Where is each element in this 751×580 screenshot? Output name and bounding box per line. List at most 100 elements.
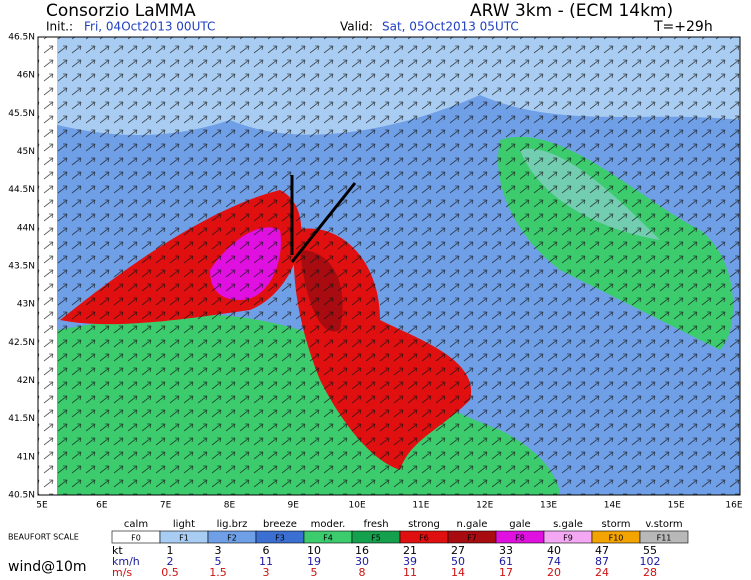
threshold: 2 (167, 555, 174, 568)
class-name: strong (408, 519, 440, 530)
class-name: gale (509, 519, 530, 530)
forecast-step: T=+29h (653, 19, 713, 35)
class-code: F5 (371, 534, 381, 543)
threshold: 3 (263, 566, 270, 579)
init-label: Init.: (46, 20, 73, 34)
threshold: 5 (215, 555, 222, 568)
x-axis-label: 9E (288, 501, 300, 511)
threshold: 50 (451, 555, 465, 568)
threshold: 1.5 (209, 566, 227, 579)
unit-label: kt (112, 544, 123, 557)
map-frame (37, 36, 741, 496)
y-axis-label: 40.5N (8, 491, 35, 501)
threshold: 3 (215, 544, 222, 557)
threshold: 33 (499, 544, 513, 557)
class-code: F2 (227, 534, 237, 543)
class-name: light (173, 519, 195, 530)
threshold: 24 (595, 566, 609, 579)
y-axis-label: 45N (17, 147, 35, 157)
x-axis-label: 6E (96, 501, 108, 511)
x-axis-label: 7E (160, 501, 172, 511)
init-value: Fri, 04Oct2013 00UTC (84, 20, 215, 34)
threshold: 14 (451, 566, 465, 579)
left-title: Consorzio LaMMA (46, 1, 196, 21)
class-name: v.storm (645, 519, 682, 530)
x-axis-label: 12E (476, 501, 493, 511)
threshold: 6 (263, 544, 270, 557)
threshold: 55 (643, 544, 657, 557)
y-axis-label: 46.5N (8, 33, 35, 43)
class-name: calm (124, 519, 148, 530)
threshold: 102 (640, 555, 661, 568)
class-code: F11 (657, 534, 672, 543)
threshold: 20 (547, 566, 561, 579)
threshold: 19 (307, 555, 321, 568)
threshold: 27 (451, 544, 465, 557)
unit-label: m/s (112, 566, 132, 579)
x-axis-label: 14E (604, 501, 621, 511)
threshold: 30 (355, 555, 369, 568)
threshold: 11 (403, 566, 417, 579)
class-name: fresh (363, 519, 388, 530)
class-name: n.gale (457, 519, 488, 530)
threshold: 74 (547, 555, 561, 568)
class-name: moder. (311, 519, 346, 530)
map (38, 37, 740, 495)
x-axis-label: 11E (412, 501, 429, 511)
threshold: 39 (403, 555, 417, 568)
wind-arrows (38, 37, 740, 495)
threshold: 16 (355, 544, 369, 557)
threshold: 61 (499, 555, 513, 568)
class-code: F7 (467, 534, 477, 543)
threshold: 40 (547, 544, 561, 557)
y-axis-label: 41N (17, 452, 35, 462)
class-code: F3 (275, 534, 285, 543)
y-axis-label: 43.5N (8, 262, 35, 272)
threshold: 17 (499, 566, 513, 579)
y-axis-label: 45.5N (8, 109, 35, 119)
x-axis-label: 16E (725, 501, 742, 511)
threshold: 5 (311, 566, 318, 579)
valid-value: Sat, 05Oct2013 05UTC (382, 20, 519, 34)
threshold: 28 (643, 566, 657, 579)
unit-label: km/h (112, 555, 140, 568)
y-axis-label: 42N (17, 376, 35, 386)
class-code: F8 (515, 534, 525, 543)
x-axis-label: 5E (36, 501, 48, 511)
class-code: F9 (563, 534, 573, 543)
threshold: 1 (167, 544, 174, 557)
class-code: F0 (131, 534, 141, 543)
threshold: 87 (595, 555, 609, 568)
y-axis-label: 46N (17, 71, 35, 81)
right-title: ARW 3km - (ECM 14km) (470, 1, 673, 21)
class-code: F10 (609, 534, 624, 543)
scale-box (639, 530, 689, 544)
cross-section (290, 182, 357, 263)
threshold: 21 (403, 544, 417, 557)
threshold: 0.5 (161, 566, 179, 579)
valid-label: Valid: (340, 20, 373, 34)
threshold: 8 (359, 566, 366, 579)
threshold: 11 (259, 555, 273, 568)
class-code: F4 (323, 534, 333, 543)
x-axis-label: 8E (224, 501, 236, 511)
threshold: 47 (595, 544, 609, 557)
x-axis-label: 13E (540, 501, 557, 511)
x-axis-label: 15E (668, 501, 685, 511)
threshold: 10 (307, 544, 321, 557)
y-axis-label: 43N (17, 300, 35, 310)
class-name: breeze (263, 519, 297, 530)
class-name: storm (602, 519, 631, 530)
x-axis-label: 10E (349, 501, 366, 511)
y-axis-label: 44.5N (8, 185, 35, 195)
y-axis-label: 41.5N (8, 414, 35, 424)
variable-name: wind@10m (8, 559, 87, 575)
y-axis-label: 44N (17, 223, 35, 233)
class-code: F6 (419, 534, 429, 543)
class-name: s.gale (553, 519, 583, 530)
class-code: F1 (179, 534, 189, 543)
y-axis-label: 42.5N (8, 338, 35, 348)
scale-title: BEAUFORT SCALE (8, 533, 79, 542)
class-name: lig.brz (217, 519, 248, 530)
